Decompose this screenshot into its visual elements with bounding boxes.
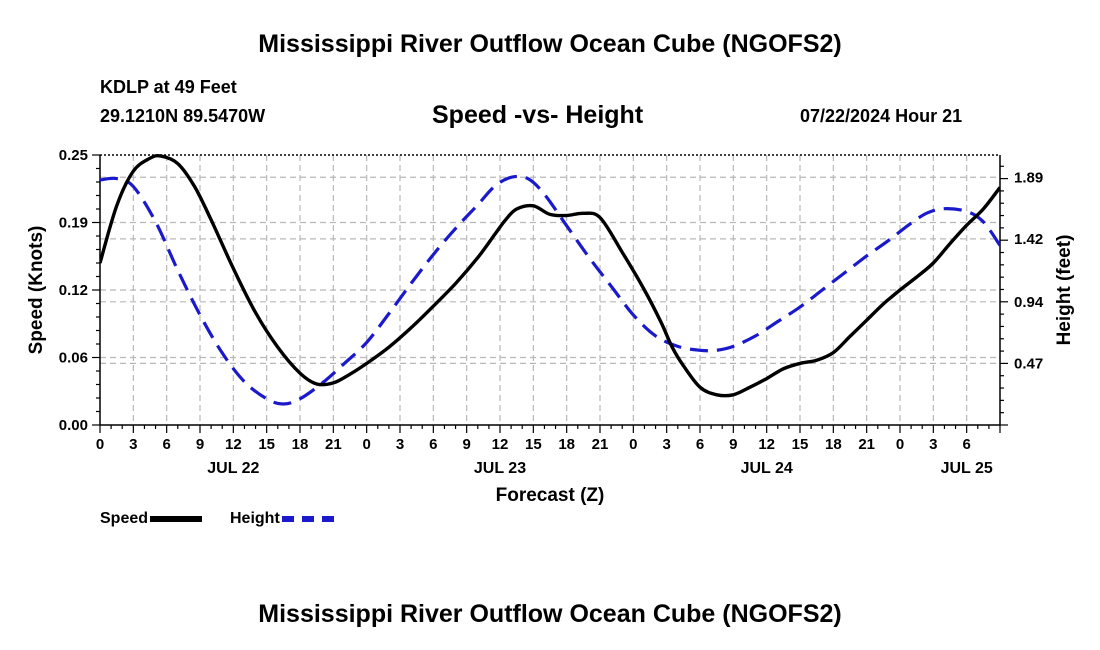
x-tick-label: 12	[492, 436, 509, 453]
y2-tick-label: 0.94	[1014, 294, 1044, 311]
x-axis-title: Forecast (Z)	[496, 485, 605, 506]
x-date-label: JUL 25	[941, 460, 993, 477]
x-tick-label: 0	[896, 436, 904, 453]
speed-series-line	[100, 153, 1000, 398]
legend-speed: Speed	[100, 510, 203, 528]
y-axis-title: Speed (Knots)	[26, 226, 47, 355]
x-tick-label: 21	[592, 436, 609, 453]
x-tick-label: 0	[96, 436, 104, 453]
x-tick-label: 3	[129, 436, 137, 453]
y-tick-label: 0.12	[59, 282, 88, 299]
y2-axis-title: Height (feet)	[1054, 235, 1075, 346]
x-tick-label: 6	[962, 436, 970, 453]
x-date-label: JUL 24	[741, 460, 793, 477]
x-tick-label: 15	[525, 436, 542, 453]
x-tick-label: 9	[196, 436, 204, 453]
x-tick-label: 18	[558, 436, 575, 453]
y-tick-label: 0.06	[59, 350, 88, 367]
station-label: KDLP at 49 Feet	[100, 77, 237, 97]
repeated-chart-title: Mississippi River Outflow Ocean Cube (NG…	[258, 600, 842, 628]
forecast-datetime: 07/22/2024 Hour 21	[800, 106, 963, 126]
y-tick-label: 0.19	[59, 215, 88, 232]
x-tick-label: 6	[429, 436, 437, 453]
x-tick-label: 12	[225, 436, 242, 453]
y2-tick-label: 1.42	[1014, 231, 1043, 248]
chart-subtitle: Speed -vs- Height	[432, 101, 644, 129]
height-series-line	[100, 174, 1000, 406]
x-tick-label: 15	[258, 436, 275, 453]
coordinates-label: 29.1210N 89.5470W	[100, 106, 266, 126]
legend-height: Height	[230, 510, 334, 528]
x-tick-label: 18	[825, 436, 842, 453]
x-tick-label: 3	[662, 436, 670, 453]
x-tick-label: 15	[792, 436, 809, 453]
x-date-label: JUL 23	[474, 460, 526, 477]
x-tick-label: 9	[729, 436, 737, 453]
x-tick-label: 9	[462, 436, 470, 453]
x-tick-label: 21	[858, 436, 875, 453]
x-tick-label: 12	[758, 436, 775, 453]
y2-tick-label: 0.47	[1014, 355, 1043, 372]
x-tick-label: 18	[292, 436, 309, 453]
x-tick-label: 3	[929, 436, 937, 453]
y-tick-label: 0.25	[59, 147, 88, 164]
legend-speed-swatch	[150, 516, 203, 522]
legend-height-swatch	[281, 516, 334, 522]
x-tick-label: 3	[396, 436, 404, 453]
x-date-label: JUL 22	[207, 460, 259, 477]
legend-speed-label: Speed	[100, 510, 149, 527]
x-tick-label: 21	[325, 436, 342, 453]
x-tick-label: 0	[629, 436, 637, 453]
x-tick-label: 6	[696, 436, 704, 453]
legend-height-label: Height	[230, 510, 280, 527]
y-tick-label: 0.00	[59, 417, 88, 434]
y2-tick-label: 1.89	[1014, 169, 1043, 186]
chart-title: Mississippi River Outflow Ocean Cube (NG…	[258, 30, 842, 58]
x-tick-label: 6	[162, 436, 170, 453]
x-tick-label: 0	[362, 436, 370, 453]
